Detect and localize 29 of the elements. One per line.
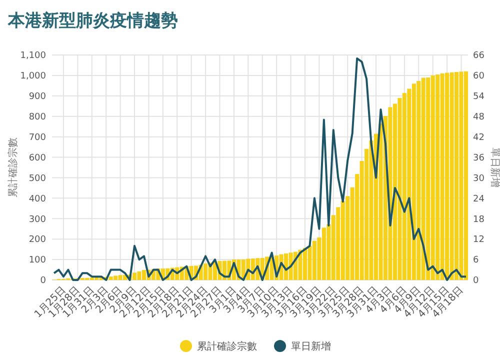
y-tick-label: 400 [28,194,46,204]
line-series [53,57,467,281]
legend-label: 累計確診宗數 [197,340,257,352]
y-tick-label: 900 [28,92,46,102]
y-tick-label: 200 [28,235,46,246]
y2-tick-label: 12 [473,235,484,246]
y2-tick-label: 18 [473,214,485,225]
y-tick-label: 0 [40,276,46,286]
chart-title: 本港新型肺炎疫情趨勢 [7,11,178,31]
y2-tick-label: 42 [473,132,484,143]
y2-tick-label: 36 [473,153,485,164]
y-tick-label: 1,100 [20,51,46,62]
y-tick-label: 600 [28,153,46,164]
y-tick-label: 800 [28,112,46,123]
y2-tick-label: 30 [473,174,485,184]
y2-tick-label: 0 [473,276,479,286]
legend-label: 單日新增 [291,340,331,352]
y-tick-label: 700 [28,132,46,143]
y2-tick-label: 6 [473,256,479,266]
y2-tick-label: 48 [473,112,485,123]
y-tick-label: 1,000 [20,72,46,82]
y2-tick-label: 66 [473,51,485,62]
y-tick-label: 300 [28,214,46,225]
y-tick-label: 100 [28,256,46,266]
y2-tick-label: 54 [473,92,485,102]
y2-tick-label: 24 [473,194,485,204]
y-axis-title: 累計確診宗數 [7,138,19,198]
y-tick-label: 500 [28,174,46,184]
y2-tick-label: 60 [473,72,485,82]
